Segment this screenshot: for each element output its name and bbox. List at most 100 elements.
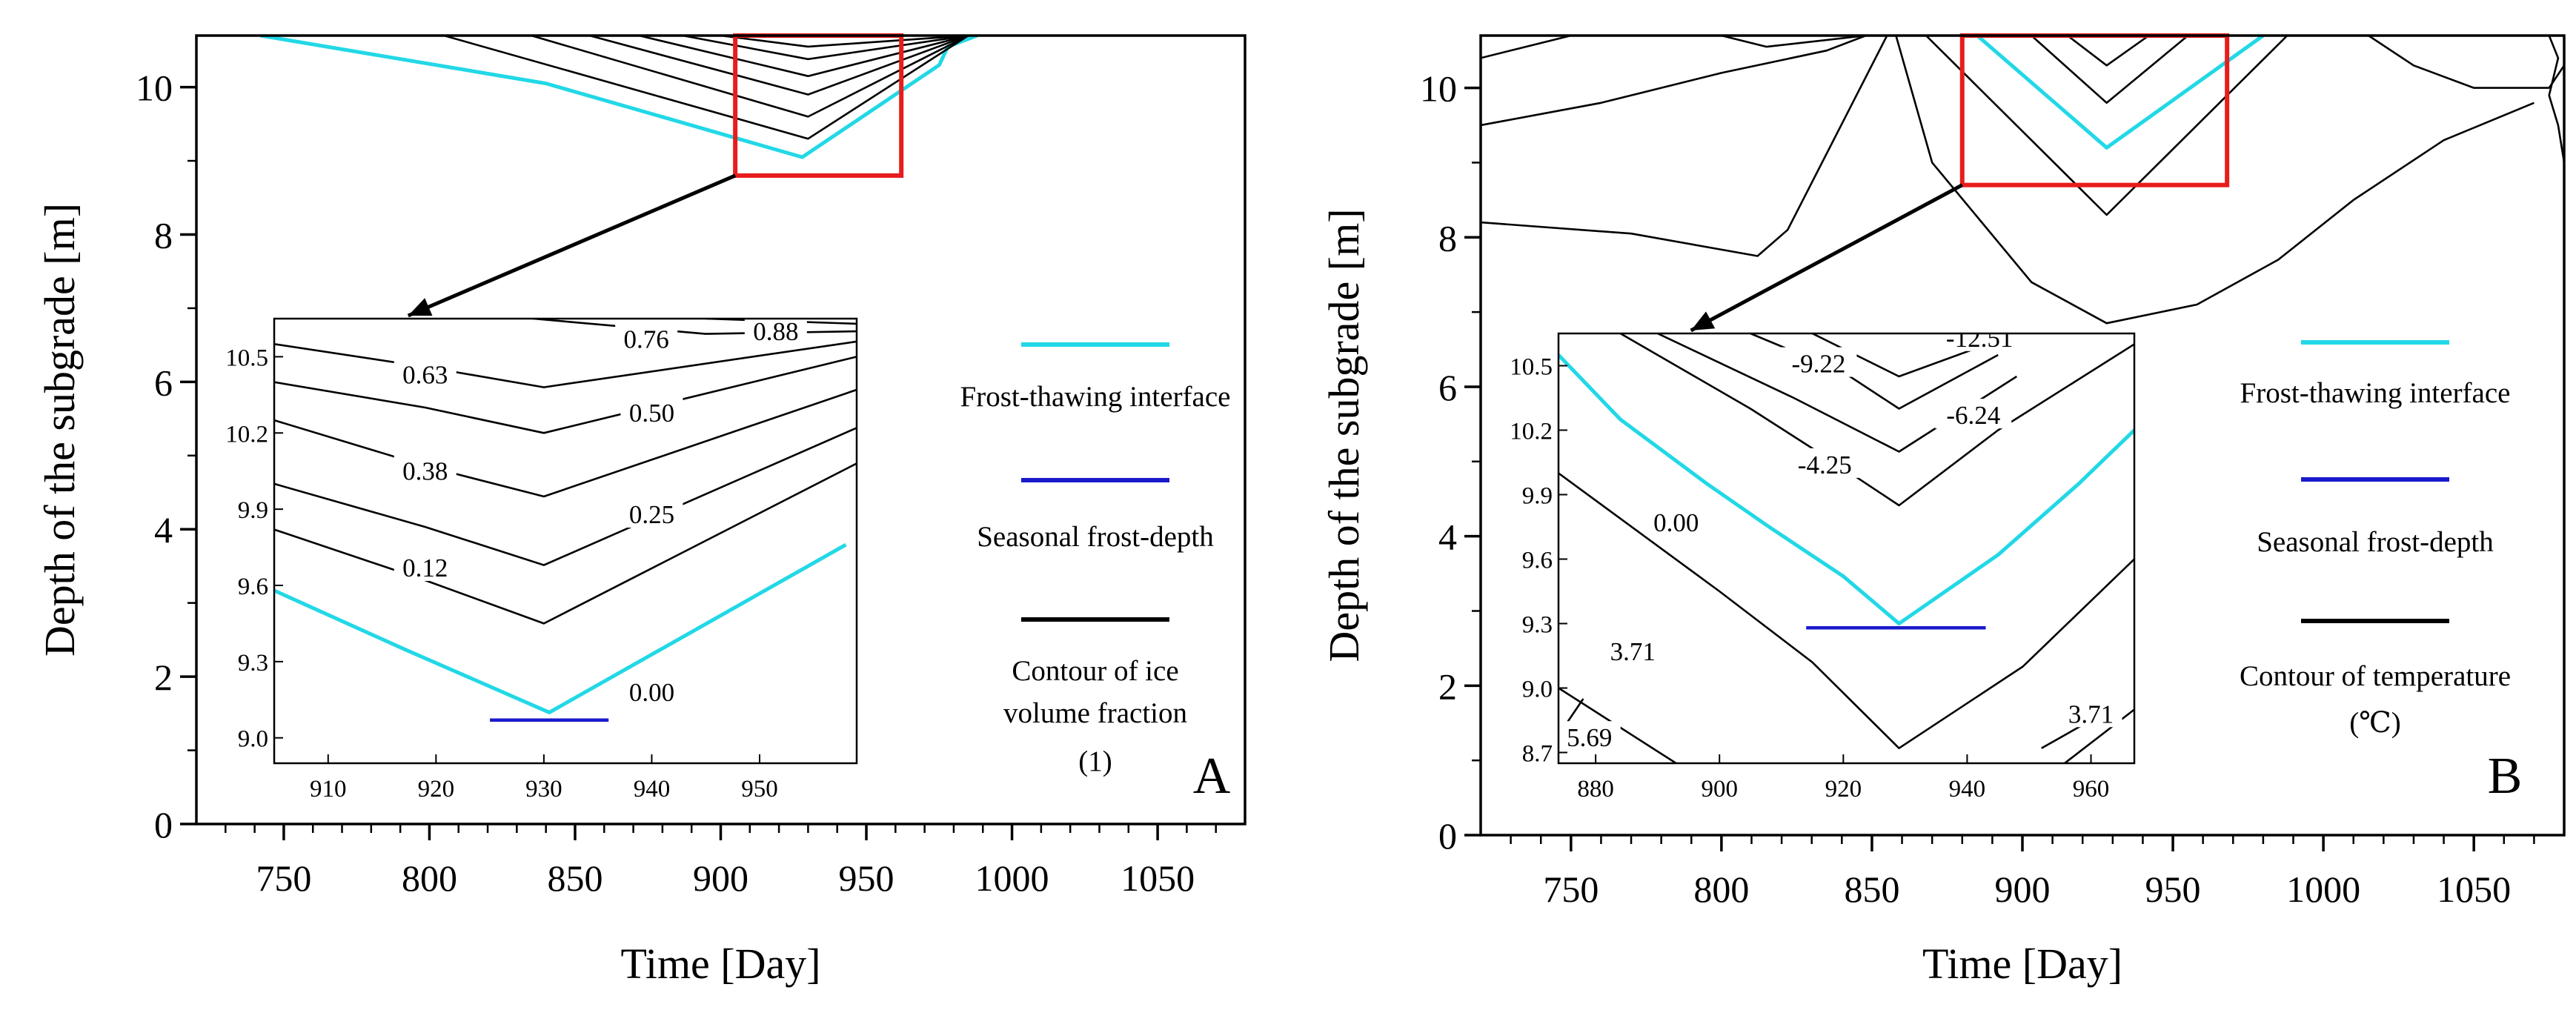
inset-y-tick-label: 10.5 [1510,354,1553,381]
inset-plot-area: 0.00 0.12 0.25 0.38 0.50 0.63 0.76 0.88 [274,317,857,722]
x-tick-label: 800 [1693,868,1749,910]
x-axis-title: Time [Day] [620,940,820,988]
contour-line [1481,36,1866,59]
contour-label-bg [1644,506,1707,536]
inset-y-tick-label: 10.2 [225,421,268,448]
inset-contour-line [274,388,857,498]
plot-area [1481,36,2564,325]
inset-contour-line [274,356,857,434]
zoom-arrow-head [408,298,433,316]
contour-label-bg [1934,333,2025,351]
frost-interface-line [1976,36,2265,150]
contour-label-bg [1780,347,1857,377]
legend: Frost-thawing interface Seasonal frost-de… [960,342,1230,777]
y-tick-label: 10 [1420,68,1457,110]
contour-line [2067,36,2150,67]
y-tick-label: 2 [154,657,173,698]
contour-label-bg [394,454,457,485]
legend: Frost-thawing interface Seasonal frost-de… [2240,340,2511,739]
inset-contour-line [274,340,857,388]
contour-label: 0.50 [629,399,674,428]
contour-label: 0.00 [629,678,674,707]
contour-line [531,36,969,118]
plot-area [260,36,978,159]
legend-label: volume fraction [1003,697,1187,729]
inset-frost-interface-line [274,542,847,714]
inset-x-tick-label: 950 [741,776,778,803]
contour-label-bg [620,396,683,426]
contour-label: -12.51 [1946,324,2013,353]
contour-label-bg [394,358,457,388]
inset-x-tick-label: 930 [525,776,562,803]
x-tick-label: 900 [693,857,748,899]
y-axis-title: Depth of the subgrade [m] [1320,208,1368,662]
inset-frame [1557,332,2136,765]
contour-line [589,36,969,96]
y-tick-label: 4 [1438,516,1457,558]
legend-label: Seasonal frost-depth [977,521,1214,553]
y-tick-label: 0 [154,804,173,845]
inset-y-tick-label: 9.9 [238,497,268,524]
legend-label: Frost-thawing interface [2240,377,2511,409]
legend-label: Seasonal frost-depth [2257,526,2494,558]
inset-contour-line [1558,687,2134,763]
contour-label: -9.22 [1791,350,1845,379]
zoom-arrow-head [1690,311,1716,330]
y-tick-label: 6 [154,362,173,403]
x-tick-label: 1050 [1121,857,1195,899]
contour-label-bg [620,676,683,705]
contour-line [1925,36,2288,216]
inset-contour-line [274,427,857,566]
contour-line [683,36,969,61]
contour-label: -4.25 [1798,451,1852,479]
contour-label-bg [1558,721,1621,751]
legend-label: Contour of ice [1012,655,1178,687]
inset-y-tick-label: 9.6 [238,574,268,600]
inset-y-tick-label: 9.6 [1522,548,1553,574]
inset-contour-line [1558,472,2134,750]
panel-label: B [2488,748,2523,805]
y-tick-label: 6 [1438,367,1457,408]
inset-x-tick-label: 920 [418,776,455,803]
inset-y-tick-label: 9.9 [1522,483,1553,510]
contour-line [443,36,969,140]
contour-label: 0.63 [402,360,448,389]
inset: 0.00 0.12 0.25 0.38 0.50 0.63 0.76 0.88 910 920 93… [225,317,858,803]
contour-label: 0.25 [629,500,674,529]
contour-label: 0.38 [402,457,448,486]
inset-y-tick-label: 10.5 [225,345,268,371]
y-tick-label: 4 [154,509,173,551]
inset-y-tick-label: 9.3 [1522,612,1553,639]
contour-line [1895,36,2534,325]
inset-y-tick-label: 9.3 [238,650,268,677]
inset-y-tick-label: 9.0 [238,726,268,753]
x-tick-label: 950 [839,857,894,899]
x-tick-label: 850 [1844,868,1899,910]
inset-y-tick-label: 8.7 [1522,741,1553,768]
inset-frame [273,317,858,765]
contour-label: 0.12 [402,554,448,582]
contour-line [2368,36,2564,89]
inset-x-tick-label: 900 [1701,776,1738,803]
inset-x-tick-label: 880 [1577,776,1614,803]
y-tick-label: 10 [136,67,173,109]
inset-bg [274,319,857,763]
contour-label-bg [1786,448,1863,478]
legend-label: Contour of temperature [2240,660,2511,692]
y-tick-label: 8 [154,214,173,256]
contour-label-bg [744,319,807,345]
inset-x-tick-label: 960 [2073,776,2110,803]
contour-label: 0.88 [753,317,798,346]
y-tick-label: 0 [1438,815,1457,857]
panel-b: 750 800 850 900 950 1000 1050 0 2 4 6 8 10 Time [Day]… [1320,33,2566,988]
panel-label: A [1193,748,1231,805]
contour-line [720,36,969,48]
contour-label-bg [394,551,457,581]
contour-line [639,36,969,77]
x-tick-label: 950 [2145,868,2201,910]
contour-label: 5.69 [1567,723,1612,752]
inset-y-tick-label: 10.2 [1510,419,1553,445]
zoom-arrow-line [407,173,737,318]
legend-label: (1) [1078,745,1112,777]
contour-line [2031,36,2189,104]
